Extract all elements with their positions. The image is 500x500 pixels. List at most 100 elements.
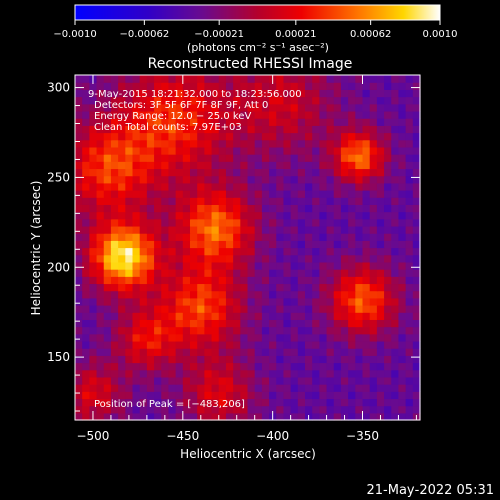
heatmap-cell: [247, 154, 256, 162]
heatmap-cell: [161, 254, 170, 263]
heatmap-cell: [154, 240, 162, 249]
heatmap-cell: [218, 340, 227, 349]
heatmap-cell: [340, 103, 349, 112]
heatmap-cell: [348, 146, 356, 155]
heatmap-cell: [283, 197, 292, 205]
heatmap-cell: [369, 118, 378, 126]
heatmap-cell: [369, 261, 378, 270]
heatmap-cell: [405, 261, 414, 270]
heatmap-cell: [362, 412, 371, 421]
heatmap-cell: [132, 168, 141, 177]
heatmap-cell: [175, 103, 184, 112]
heatmap-cell: [75, 168, 83, 177]
heatmap-cell: [398, 211, 407, 220]
heatmap-cell: [139, 182, 148, 191]
heatmap-cell: [197, 398, 205, 407]
heatmap-cell: [218, 269, 227, 277]
heatmap-cell: [319, 225, 328, 234]
heatmap-cell: [312, 161, 320, 170]
heatmap-cell: [197, 89, 205, 98]
heatmap-cell: [326, 168, 335, 177]
heatmap-cell: [218, 154, 227, 162]
heatmap-cell: [269, 254, 277, 263]
heatmap-cell: [283, 405, 292, 414]
heatmap-cell: [348, 269, 356, 277]
heatmap-cell: [175, 139, 184, 148]
heatmap-cell: [348, 319, 356, 328]
heatmap-cell: [168, 398, 177, 407]
heatmap-cell: [355, 269, 364, 277]
heatmap-cell: [125, 175, 134, 184]
heatmap-cell: [412, 197, 421, 205]
heatmap-cell: [218, 146, 227, 155]
heatmap-cell: [204, 89, 213, 98]
heatmap-cell: [110, 110, 119, 119]
heatmap-cell: [233, 139, 241, 148]
heatmap-cell: [283, 190, 292, 198]
heatmap-cell: [197, 340, 205, 349]
heatmap-cell: [319, 261, 328, 270]
heatmap-cell: [340, 305, 349, 313]
heatmap-cell: [125, 161, 134, 170]
heatmap-cell: [168, 118, 177, 126]
heatmap-cell: [312, 269, 320, 277]
heatmap-cell: [75, 139, 83, 148]
heatmap-cell: [290, 312, 299, 320]
heatmap-cell: [240, 82, 249, 90]
heatmap-cell: [247, 355, 256, 364]
heatmap-cell: [132, 204, 141, 213]
heatmap-cell: [118, 340, 126, 349]
heatmap-cell: [247, 218, 256, 227]
heatmap-cell: [139, 398, 148, 407]
heatmap-cell: [168, 362, 177, 371]
heatmap-cell: [190, 118, 198, 126]
heatmap-cell: [283, 398, 292, 407]
heatmap-cell: [96, 139, 105, 148]
heatmap-cell: [154, 161, 162, 170]
heatmap-cell: [319, 412, 328, 421]
heatmap-cell: [96, 211, 105, 220]
heatmap-cell: [139, 96, 148, 105]
heatmap-cell: [297, 240, 306, 249]
heatmap-cell: [146, 75, 155, 83]
heatmap-cell: [190, 269, 198, 277]
heatmap-cell: [297, 103, 306, 112]
heatmap-cell: [398, 154, 407, 162]
heatmap-cell: [261, 190, 270, 198]
heatmap-cell: [154, 125, 162, 134]
heatmap-cell: [405, 412, 414, 421]
heatmap-cell: [376, 182, 385, 191]
heatmap-cell: [89, 376, 98, 385]
heatmap-cell: [96, 312, 105, 320]
heatmap-cell: [276, 348, 285, 356]
heatmap-cell: [118, 225, 126, 234]
heatmap-cell: [110, 182, 119, 191]
heatmap-cell: [154, 261, 162, 270]
heatmap-cell: [168, 225, 177, 234]
heatmap-cell: [96, 369, 105, 378]
heatmap-cell: [297, 132, 306, 141]
heatmap-cell: [333, 362, 342, 371]
heatmap-cell: [326, 369, 335, 378]
x-axis-label: Heliocentric X (arcsec): [180, 447, 316, 461]
heatmap-cell: [204, 369, 213, 378]
heatmap-cell: [247, 118, 256, 126]
heatmap-cell: [254, 312, 263, 320]
heatmap-cell: [412, 82, 421, 90]
heatmap-cell: [240, 240, 249, 249]
heatmap-cell: [190, 96, 198, 105]
heatmap-cell: [362, 312, 371, 320]
heatmap-cell: [110, 333, 119, 342]
heatmap-cell: [89, 118, 98, 126]
heatmap-cell: [118, 412, 126, 421]
heatmap-cell: [190, 384, 198, 392]
heatmap-cell: [276, 139, 285, 148]
heatmap-cell: [197, 276, 205, 285]
heatmap-cell: [211, 319, 220, 328]
heatmap-cell: [190, 146, 198, 155]
heatmap-cell: [225, 333, 234, 342]
heatmap-cell: [118, 240, 126, 249]
heatmap-cell: [269, 283, 277, 292]
heatmap-cell: [218, 82, 227, 90]
heatmap-cell: [182, 369, 191, 378]
